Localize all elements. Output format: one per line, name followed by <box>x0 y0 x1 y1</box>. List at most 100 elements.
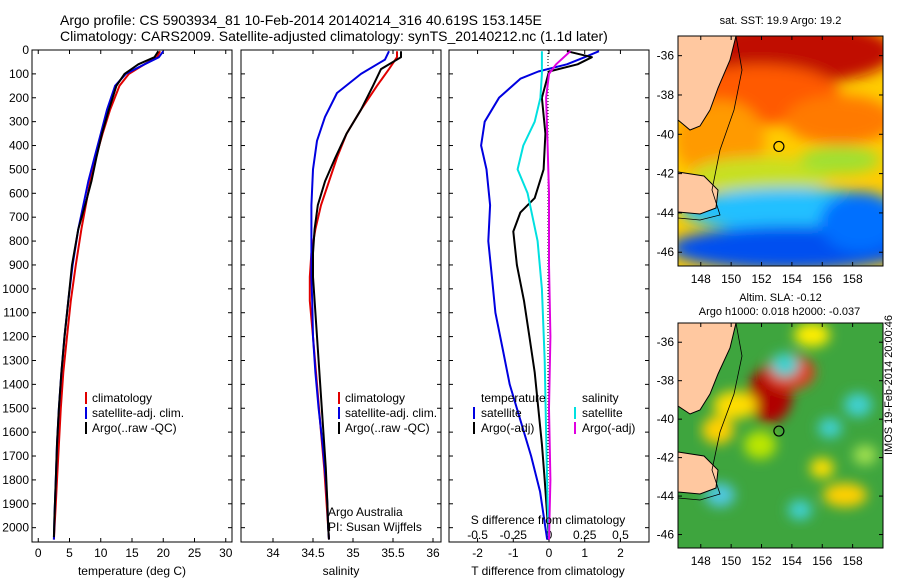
s-tick-label: -0.5 <box>467 528 488 542</box>
s-tick-label: 0.25 <box>573 528 597 542</box>
legend-salinity-heading: salinity <box>582 391 619 405</box>
temperature-panel: 0100200300400500600700800900100011001200… <box>2 43 232 578</box>
x-tick-label: -2 <box>472 546 483 560</box>
depth-tick-label: 800 <box>9 234 29 248</box>
legend-s-satellite: satellite <box>582 406 623 420</box>
temperature-axes-frame <box>31 49 233 543</box>
temperature-legend: climatology satellite-adj. clim. Argo(..… <box>85 391 184 435</box>
legend-t-argo: Argo(-adj) <box>481 421 534 435</box>
annotation-argo-australia: Argo Australia <box>328 505 403 519</box>
difference-series <box>480 50 600 540</box>
header-line-1: Argo profile: CS 5903934_81 10-Feb-2014 … <box>60 12 542 28</box>
series-line-temperature-argo-adj- <box>512 50 593 540</box>
legend-argo: Argo(..raw -QC) <box>345 421 430 435</box>
lat-tick-label: -38 <box>657 374 675 388</box>
annotation-pi: PI: Susan Wijffels <box>328 520 422 534</box>
depth-tick-label: 100 <box>9 67 29 81</box>
series-line-temperature-satellite <box>480 50 600 540</box>
depth-tick-label: 300 <box>9 115 29 129</box>
depth-tick-label: 1900 <box>2 497 29 511</box>
australia-mainland <box>678 323 737 415</box>
series-line-climatology <box>52 50 161 540</box>
depth-tick-label: 0 <box>22 43 29 57</box>
temperature-xlabel: temperature (deg C) <box>78 564 186 578</box>
lon-tick-label: 150 <box>721 272 741 286</box>
legend-argo: Argo(..raw -QC) <box>92 421 177 435</box>
x-tick-label: 10 <box>94 546 108 560</box>
x-tick-label: 15 <box>125 546 139 560</box>
s-difference-xlabel: S difference from climatology <box>471 513 626 527</box>
depth-tick-label: 1200 <box>2 330 29 344</box>
legend-satellite-adj: satellite-adj. clim. <box>345 406 437 420</box>
lat-tick-label: -46 <box>657 245 675 259</box>
lat-tick-label: -38 <box>657 88 675 102</box>
lon-tick-label: 148 <box>691 554 711 568</box>
x-tick-label: 30 <box>219 546 233 560</box>
depth-tick-label: 400 <box>9 139 29 153</box>
legend-t-satellite: satellite <box>481 406 522 420</box>
depth-axis: 0 100 200 300 400 500 600 700 800 900 1000 1100 1200… <box>2 43 232 535</box>
lat-tick-label: -44 <box>657 489 675 503</box>
depth-tick-label: 1700 <box>2 449 29 463</box>
x-tick-label: 0 <box>546 546 553 560</box>
salinity-x-axis: 34 34.5 35 35.5 36 <box>266 50 440 560</box>
lon-tick-label: 158 <box>843 272 863 286</box>
lon-tick-label: 156 <box>812 272 832 286</box>
lon-tick-label: 154 <box>782 554 802 568</box>
lon-tick-label: 152 <box>752 272 772 286</box>
depth-tick-label: 1000 <box>2 282 29 296</box>
lat-tick-label: -40 <box>657 127 675 141</box>
x-tick-label: 35.5 <box>381 546 405 560</box>
tasmania <box>678 451 719 495</box>
difference-panel: -2 -1 0 1 2-0.5 -0.25 0 0.25 0.5 S difference fr… <box>448 49 650 578</box>
depth-tick-label: 900 <box>9 258 29 272</box>
lat-tick-label: -42 <box>657 451 675 465</box>
sst-map-title: sat. SST: 19.9 Argo: 19.2 <box>719 15 842 27</box>
sst-map-axes: 148 150 152 154 156 158 -36 -38 -40 -42 -44 -46 <box>657 36 883 286</box>
lat-tick-label: -36 <box>657 335 675 349</box>
salinity-panel: 34 34.5 35 35.5 36 salinity climatology sate… <box>240 49 442 578</box>
depth-tick-label: 1800 <box>2 473 29 487</box>
s-tick-label: 0.5 <box>612 528 629 542</box>
depth-tick-label: 700 <box>9 210 29 224</box>
s-tick-label: -0.25 <box>500 528 528 542</box>
shelf-contour <box>678 36 743 221</box>
x-tick-label: 2 <box>617 546 624 560</box>
depth-tick-label: 200 <box>9 91 29 105</box>
lon-tick-label: 156 <box>812 554 832 568</box>
x-tick-label: 34.5 <box>301 546 325 560</box>
series-line-salinity-argo-adj- <box>545 50 572 540</box>
header-line-2: Climatology: CARS2009. Satellite-adjuste… <box>60 28 608 44</box>
x-tick-label: -1 <box>508 546 519 560</box>
salinity-y-ticks <box>241 49 441 529</box>
lon-tick-label: 152 <box>752 554 772 568</box>
difference-x-axis: -2 -1 0 1 2-0.5 -0.25 0 0.25 0.5 <box>467 50 629 560</box>
float-position-marker <box>773 425 785 437</box>
sla-map-frame <box>677 322 884 549</box>
legend-climatology: climatology <box>345 391 405 405</box>
difference-y-ticks <box>449 49 649 529</box>
legend-climatology: climatology <box>92 391 152 405</box>
salinity-xlabel: salinity <box>323 564 360 578</box>
sst-map-frame <box>677 35 884 267</box>
float-position-marker <box>773 140 785 153</box>
lon-tick-label: 148 <box>691 272 711 286</box>
x-tick-label: 0 <box>35 546 42 560</box>
lon-tick-label: 150 <box>721 554 741 568</box>
australia-mainland <box>678 36 737 131</box>
x-tick-label: 25 <box>188 546 202 560</box>
x-tick-label: 36 <box>426 546 440 560</box>
temperature-series <box>52 50 165 540</box>
x-tick-label: 20 <box>157 546 171 560</box>
x-tick-label: 5 <box>66 546 73 560</box>
x-tick-label: 34 <box>266 546 280 560</box>
lat-tick-label: -40 <box>657 412 675 426</box>
t-difference-xlabel: T difference from climatology <box>471 564 625 578</box>
legend-s-argo: Argo(-adj) <box>582 421 635 435</box>
sla-map-subtitle: Argo h1000: 0.018 h2000: -0.037 <box>698 306 861 318</box>
salinity-legend: climatology satellite-adj. clim. Argo(..… <box>338 391 437 435</box>
depth-tick-label: 1100 <box>3 306 29 320</box>
salinity-axes-frame <box>240 49 442 543</box>
sla-field <box>702 323 877 520</box>
